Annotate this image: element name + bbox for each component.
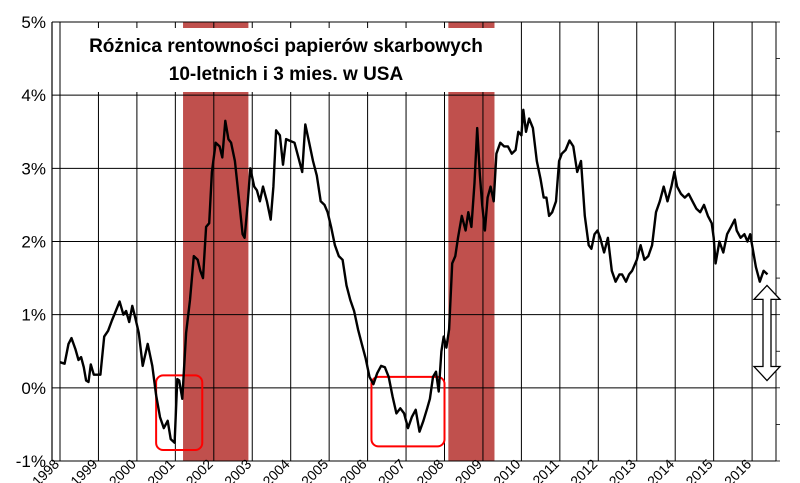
double-arrow-shape <box>752 284 782 382</box>
x-tick-label-3: 2001 <box>144 456 177 483</box>
x-tick-label-8: 2006 <box>336 456 369 483</box>
series-line-0 <box>59 108 769 444</box>
x-tick-label-13: 2011 <box>529 456 562 483</box>
inversion-box-1 <box>370 375 446 448</box>
y-tick-labels: -1% 0% 1% 2% 3% 4% 5% <box>16 13 46 471</box>
y-tick-label-1: 0% <box>21 379 46 398</box>
x-tick-label-1: 1999 <box>67 456 100 483</box>
x-tick-label-15: 2013 <box>606 456 639 483</box>
series-group <box>59 108 769 444</box>
right-axis-decoration <box>776 21 780 462</box>
double-arrow-icon <box>752 284 782 382</box>
y-tick-label-0: -1% <box>16 452 46 471</box>
x-tick-label-14: 2012 <box>567 456 600 483</box>
x-tick-label-9: 2007 <box>375 456 408 483</box>
x-tick-label-18: 2016 <box>721 456 754 483</box>
x-tick-label-2: 2000 <box>106 456 139 483</box>
x-tick-label-12: 2010 <box>490 456 523 483</box>
inversion-boxes-group <box>155 374 446 452</box>
y-tick-label-2: 1% <box>21 306 46 325</box>
inversion-box-0 <box>155 374 204 452</box>
y-tick-label-4: 3% <box>21 159 46 178</box>
y-tick-label-6: 5% <box>21 13 46 32</box>
x-tick-label-6: 2004 <box>259 456 292 483</box>
x-tick-labels: 1998 1999 2000 2001 2002 2003 2004 2005 2006 2007… <box>29 456 755 483</box>
x-tick-label-17: 2015 <box>682 456 715 483</box>
chart-title-line-2: 10-letnich i 3 mies. w USA <box>169 64 404 85</box>
grid-lines <box>51 21 777 462</box>
x-tick-label-7: 2005 <box>298 456 331 483</box>
x-tick-label-10: 2008 <box>413 456 446 483</box>
title-background <box>70 28 502 92</box>
y-tick-label-5: 4% <box>21 86 46 105</box>
y-tick-label-3: 2% <box>21 233 46 252</box>
chart-title-line-1: Różnica rentowności papierów skarbowych <box>89 36 483 57</box>
x-tick-label-16: 2014 <box>644 456 677 483</box>
